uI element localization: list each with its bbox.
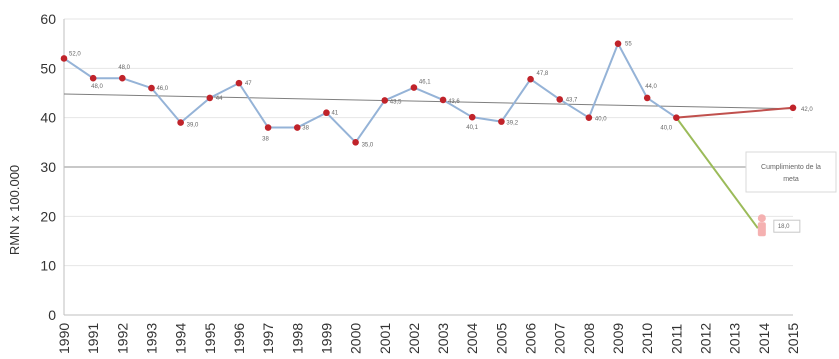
x-tick-label: 2005 <box>493 323 509 354</box>
data-label: 38 <box>262 137 269 143</box>
data-point <box>89 74 97 82</box>
y-tick-label: 50 <box>40 60 56 76</box>
x-tick-label: 1995 <box>202 323 218 354</box>
data-point <box>410 84 418 91</box>
data-label: 39,2 <box>506 121 518 127</box>
data-label: 39,0 <box>187 123 199 129</box>
x-tick-label: 1990 <box>56 323 72 354</box>
x-tick-label: 2013 <box>727 323 743 354</box>
x-tick-label: 2001 <box>377 323 393 354</box>
data-point <box>264 124 272 131</box>
data-label: 47,8 <box>537 71 549 77</box>
data-label: 55 <box>625 42 632 48</box>
goal-label-box <box>773 219 801 233</box>
projection-label: 42,0 <box>801 107 813 113</box>
x-tick-label: 2008 <box>581 323 597 354</box>
x-tick-label: 1993 <box>143 323 159 354</box>
data-label: 48,0 <box>118 65 130 71</box>
annotation-text-line1: Cumplimiento de la <box>761 164 821 171</box>
y-tick-label: 20 <box>40 208 56 224</box>
x-tick-label: 2011 <box>668 324 684 354</box>
data-point <box>614 40 622 47</box>
x-tick-label: 2014 <box>756 323 772 354</box>
goal-figure-head <box>757 214 766 223</box>
data-label: 43,7 <box>566 97 578 103</box>
data-label: 46,0 <box>156 86 168 92</box>
data-label: 35,0 <box>362 142 374 148</box>
projection-line <box>676 106 794 119</box>
data-label: 46,1 <box>419 80 431 86</box>
data-point <box>673 114 680 121</box>
data-point <box>468 113 476 121</box>
data-label: 40,1 <box>466 125 478 131</box>
y-tick-label: 60 <box>40 11 56 27</box>
data-label: 41 <box>331 111 338 117</box>
x-tick-label: 1999 <box>318 323 334 354</box>
data-label: 44 <box>216 96 223 102</box>
x-tick-label: 1994 <box>173 323 189 354</box>
data-point <box>439 96 447 104</box>
data-point <box>177 119 184 126</box>
x-tick-label: 2012 <box>698 323 714 354</box>
x-tick-label: 1991 <box>85 323 101 354</box>
data-label: 52,0 <box>69 51 81 57</box>
x-tick-label: 1998 <box>289 323 305 354</box>
data-point <box>148 84 155 92</box>
target-line <box>675 117 759 229</box>
x-tick-label: 2000 <box>348 323 364 354</box>
data-point <box>235 79 243 87</box>
y-tick-label: 40 <box>40 110 56 126</box>
y-tick-label: 0 <box>48 307 56 323</box>
x-tick-label: 1992 <box>114 323 130 354</box>
projection-point <box>789 104 797 112</box>
data-point <box>498 118 505 125</box>
data-point <box>585 114 593 121</box>
x-tick-label: 2010 <box>639 323 655 354</box>
x-tick-label: 2003 <box>435 323 451 354</box>
y-tick-label: 30 <box>40 159 56 175</box>
x-tick-label: 2002 <box>406 323 422 354</box>
data-point <box>381 97 389 104</box>
data-point <box>527 75 534 83</box>
data-point <box>323 109 330 117</box>
data-label: 44,0 <box>645 84 657 90</box>
data-label: 40,0 <box>660 126 672 132</box>
annotation-text-line2: meta <box>783 176 799 183</box>
trend-line <box>63 93 794 110</box>
data-point <box>206 94 214 102</box>
data-label: 38 <box>302 126 309 132</box>
x-tick-label: 2015 <box>785 323 801 354</box>
data-label: 47 <box>245 81 252 87</box>
x-tick-label: 2007 <box>552 323 568 354</box>
x-tick-label: 1996 <box>231 323 247 354</box>
x-tick-label: 2006 <box>523 323 539 354</box>
data-label: 48,0 <box>91 84 103 90</box>
annotation-box <box>745 151 837 193</box>
data-point <box>119 74 126 82</box>
goal-figure-body <box>757 222 766 237</box>
data-point <box>556 96 564 103</box>
x-tick-label: 1997 <box>260 323 276 354</box>
series-line <box>63 41 677 144</box>
data-point <box>352 139 359 146</box>
data-label: 43,6 <box>448 99 460 105</box>
data-point <box>643 94 651 102</box>
data-point <box>60 55 68 62</box>
y-tick-label: 10 <box>40 258 56 274</box>
goal-label: 18,0 <box>778 224 790 230</box>
x-tick-label: 2009 <box>610 323 626 354</box>
data-label: 43,5 <box>390 99 402 105</box>
data-point <box>293 124 301 131</box>
y-axis-label: RMN x 100.000 <box>7 165 22 255</box>
x-tick-label: 2004 <box>464 323 480 354</box>
data-label: 40,0 <box>595 117 607 123</box>
